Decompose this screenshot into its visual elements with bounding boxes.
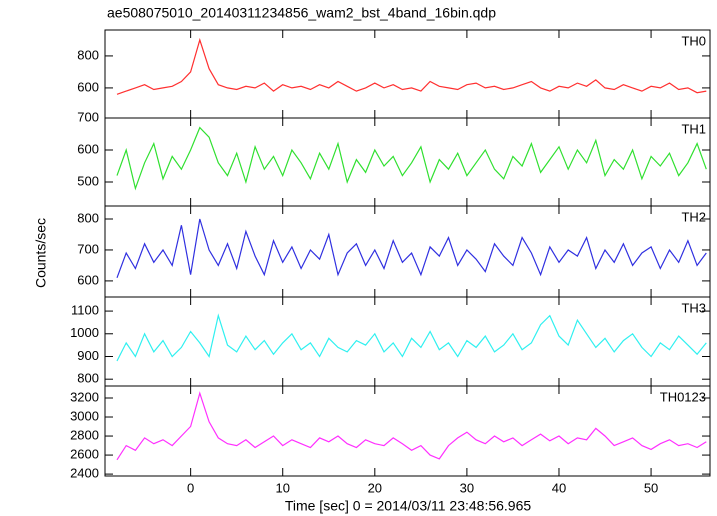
y-tick-label: 700: [77, 109, 99, 124]
x-tick-label: 40: [552, 480, 566, 495]
y-tick-label: 2600: [70, 447, 99, 462]
y-tick-label: 2400: [70, 466, 99, 481]
panel-frame: [104, 117, 711, 207]
y-tick-label: 500: [77, 173, 99, 188]
panel-frame: [104, 296, 711, 387]
series-line: [116, 313, 707, 362]
y-tick-label: 2800: [70, 427, 99, 442]
y-axis-label: Counts/sec: [33, 218, 49, 288]
panel-frame: [104, 385, 711, 477]
y-tick-label: 1100: [71, 303, 99, 318]
x-tick-label: 0: [187, 480, 194, 495]
panel-label: TH3: [681, 300, 706, 315]
x-tick-label: 30: [460, 480, 474, 495]
y-tick-label: 3000: [70, 408, 99, 423]
y-tick-label: 900: [77, 348, 99, 363]
panel-label: TH0: [681, 33, 706, 48]
series-line: [116, 37, 707, 95]
x-axis-label: Time [sec] 0 = 2014/03/11 23:48:56.965: [285, 498, 532, 514]
series-line: [116, 126, 707, 191]
y-tick-label: 3200: [70, 389, 99, 404]
y-tick-label: 800: [77, 210, 99, 225]
x-tick-label: 10: [275, 480, 289, 495]
y-tick-label: 700: [77, 241, 99, 256]
series-line: [116, 391, 707, 461]
x-tick-label: 20: [368, 480, 382, 495]
y-tick-label: 600: [77, 272, 99, 287]
chart-title: ae508075010_20140311234856_wam2_bst_4ban…: [107, 5, 496, 21]
panel-frame: [104, 29, 711, 119]
series-line: [116, 218, 707, 279]
y-tick-label: 1000: [70, 325, 99, 340]
y-tick-label: 600: [77, 79, 99, 94]
x-tick-label: 50: [644, 480, 658, 495]
panel-label: TH0123: [660, 389, 706, 404]
y-tick-label: 600: [77, 141, 99, 156]
y-tick-label: 800: [77, 371, 99, 386]
y-tick-label: 800: [77, 47, 99, 62]
panel-label: TH2: [681, 209, 706, 224]
panel-label: TH1: [681, 121, 706, 136]
